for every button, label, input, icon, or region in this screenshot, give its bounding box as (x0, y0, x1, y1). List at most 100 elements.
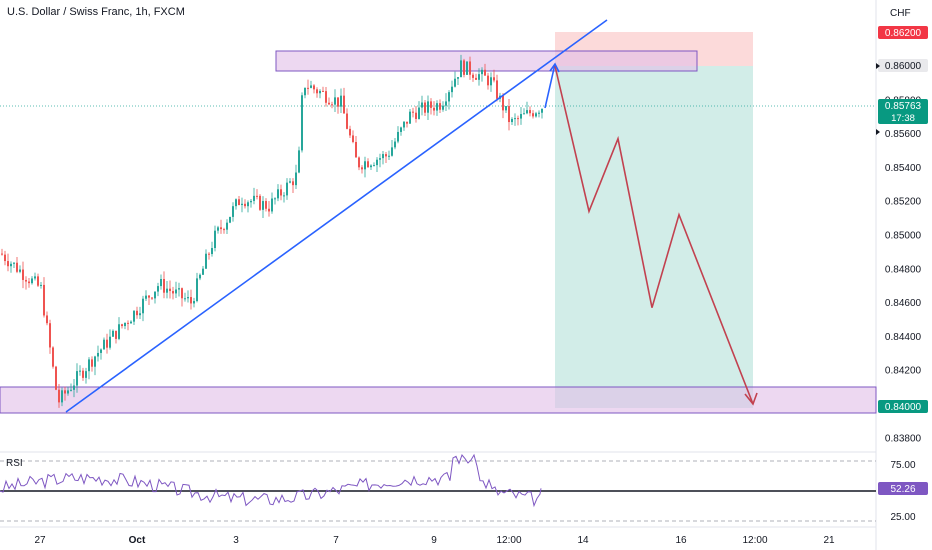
candle-body (427, 101, 429, 113)
candle-body (370, 165, 372, 168)
candle-body (205, 253, 207, 269)
candle-body (121, 324, 123, 327)
candle-body (496, 80, 498, 99)
candle-body (136, 310, 138, 316)
candle-body (403, 121, 405, 128)
candle-body (166, 288, 168, 293)
candle-body (217, 227, 219, 231)
candle-body (268, 208, 270, 212)
take-profit-zone[interactable] (555, 66, 753, 408)
rally-arrowhead (549, 62, 560, 73)
candle-body (13, 262, 15, 264)
candle-body (511, 118, 513, 123)
candle-body (454, 78, 456, 87)
rsi-value-tag: 52.26 (878, 482, 928, 495)
support-zone[interactable] (0, 386, 877, 414)
candle-body (349, 128, 351, 136)
candle-body (352, 135, 354, 142)
candle-body (49, 323, 51, 348)
candle-body (184, 298, 186, 300)
rsi-indicator-label[interactable]: RSI (6, 458, 23, 469)
candle-body (313, 85, 315, 90)
candle-body (373, 165, 375, 167)
currency-label: CHF (890, 8, 911, 19)
candle-body (16, 262, 18, 272)
candle-body (532, 113, 534, 117)
projected-decline-path[interactable] (554, 65, 754, 405)
candle-body (529, 110, 531, 114)
candle-body (172, 291, 174, 294)
candle-body (421, 102, 423, 108)
rsi-tick-75: 75.00 (890, 460, 915, 471)
candle-body (97, 352, 99, 357)
candle-body (85, 371, 87, 378)
candle-body (343, 95, 345, 114)
projection-arrowhead (744, 392, 758, 406)
candle-body (226, 222, 228, 230)
symbol-title[interactable]: U.S. Dollar / Swiss Franc, 1h, FXCM (7, 6, 185, 18)
candle-body (472, 74, 474, 78)
time-axis[interactable]: 27 Oct 3 7 9 12:00 14 16 12:00 21 (34, 535, 835, 546)
price-tick: 0.84200 (885, 366, 922, 377)
candle-body (115, 330, 117, 339)
candle-body (418, 107, 420, 119)
candle-body (133, 310, 135, 322)
candle-body (451, 86, 453, 93)
candle-body (301, 95, 303, 151)
candle-body (127, 322, 129, 324)
candle-body (346, 113, 348, 129)
price-tick: 0.84800 (885, 264, 922, 275)
candle-body (199, 274, 201, 279)
candle-body (241, 203, 243, 206)
candle-body (88, 359, 90, 372)
candle-body (265, 201, 267, 209)
ascending-trendline[interactable] (65, 19, 608, 413)
candle-body (490, 77, 492, 86)
stop-price-tag: 0.86200 (878, 26, 928, 39)
candle-body (484, 69, 486, 76)
candle-body (229, 216, 231, 223)
candle-body (310, 85, 312, 88)
candle-body (46, 315, 48, 324)
time-tick: 27 (34, 535, 46, 546)
candle-body (409, 111, 411, 124)
candle-body (520, 114, 522, 119)
price-tick: 0.84400 (885, 332, 922, 343)
candle-body (250, 200, 252, 203)
candle-body (259, 195, 261, 210)
candle-body (31, 278, 33, 284)
candle-body (235, 199, 237, 207)
candle-body (181, 288, 183, 299)
rsi-tick-25: 25.00 (890, 512, 915, 523)
time-tick: 9 (431, 535, 437, 546)
entry-marker-icon (876, 63, 880, 69)
candle-body (67, 390, 69, 394)
candle-body (73, 385, 75, 390)
candle-body (358, 157, 360, 168)
candle-body (541, 108, 543, 113)
candle-body (463, 60, 465, 75)
resistance-zone[interactable] (275, 50, 698, 72)
price-tick: 0.85600 (885, 129, 922, 140)
candle-body (277, 189, 279, 199)
candle-body (367, 161, 369, 168)
candle-body (19, 269, 21, 272)
candle-body (337, 97, 339, 107)
candle-body (118, 324, 120, 339)
candle-body (169, 288, 171, 292)
price-axis[interactable]: 0.862000.860000.858000.856000.854000.852… (885, 28, 922, 445)
candle-body (190, 297, 192, 304)
candle-body (148, 295, 150, 298)
candle-body (160, 278, 162, 287)
candle-body (400, 127, 402, 132)
projected-rally-line[interactable] (544, 63, 556, 109)
candle-body (385, 154, 387, 157)
candle-body (487, 75, 489, 86)
candle-body (340, 95, 342, 107)
candle-body (382, 154, 384, 159)
current-price-tag: 0.85763 17:38 (878, 99, 928, 124)
candle-body (325, 91, 327, 103)
candle-body (142, 298, 144, 314)
